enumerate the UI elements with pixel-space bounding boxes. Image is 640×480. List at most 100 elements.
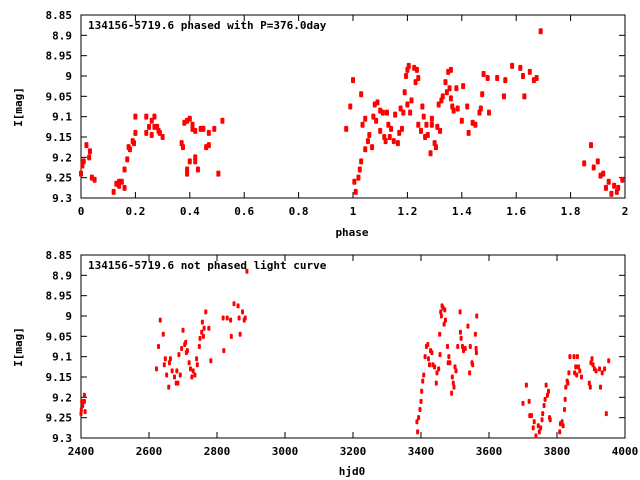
data-point <box>187 158 192 165</box>
data-point <box>521 73 525 79</box>
data-point <box>132 140 137 147</box>
plot-title: 134156-5719.6 phased with P=376.0day <box>88 19 327 32</box>
data-point <box>421 378 425 384</box>
y-tick-label: 9.25 <box>46 172 73 185</box>
data-point <box>459 335 463 341</box>
data-point <box>133 113 138 120</box>
y-tick-label: 9.1 <box>52 351 72 364</box>
data-point <box>207 325 211 331</box>
unphased-light-curve-plot: 134156-5719.6 not phased light curve hjd… <box>12 249 638 478</box>
data-point <box>433 364 437 370</box>
data-point <box>591 164 596 171</box>
data-point <box>351 77 355 84</box>
y-tick-label: 8.85 <box>46 9 73 22</box>
data-point <box>209 358 213 364</box>
data-point <box>446 344 450 349</box>
data-point <box>443 317 447 323</box>
data-point <box>429 115 434 122</box>
data-point <box>521 400 525 406</box>
data-point <box>468 344 472 349</box>
data-point <box>448 360 452 366</box>
data-point <box>594 368 598 374</box>
data-point <box>125 156 130 163</box>
data-point <box>195 362 199 368</box>
data-point <box>540 417 544 423</box>
plot-frame <box>80 254 626 439</box>
data-point <box>170 368 174 374</box>
data-point <box>374 117 379 124</box>
data-point <box>79 170 83 177</box>
data-point <box>238 331 242 337</box>
data-point <box>524 382 528 388</box>
data-point <box>389 125 394 132</box>
data-point <box>158 317 162 323</box>
data-point <box>122 166 127 173</box>
y-tick-label: 8.95 <box>46 290 73 303</box>
data-point <box>181 144 185 151</box>
data-point <box>152 113 157 120</box>
data-point <box>81 158 86 165</box>
data-point <box>419 127 423 134</box>
data-point <box>473 331 477 337</box>
data-point <box>82 398 86 404</box>
data-point <box>609 190 614 197</box>
data-point <box>620 176 625 183</box>
data-point <box>545 392 549 398</box>
data-point <box>160 134 165 140</box>
data-point <box>438 352 442 358</box>
data-point <box>579 374 583 380</box>
data-point <box>443 307 447 313</box>
data-point <box>200 319 204 325</box>
data-point <box>510 62 515 69</box>
data-point <box>176 380 180 386</box>
data-point <box>408 109 413 116</box>
data-point <box>425 131 430 138</box>
data-point <box>357 166 362 173</box>
data-point <box>578 368 582 374</box>
y-tick-label: 9.3 <box>52 432 72 445</box>
data-point <box>245 268 249 274</box>
x-tick-label: 1.4 <box>452 205 472 218</box>
data-point <box>474 350 478 356</box>
data-point <box>165 372 169 378</box>
data-point <box>423 354 427 360</box>
data-point <box>417 415 421 421</box>
data-point <box>393 111 398 118</box>
data-point <box>237 315 241 321</box>
data-point <box>575 372 579 378</box>
data-point <box>419 398 423 404</box>
data-point <box>190 121 195 128</box>
data-point <box>133 129 138 136</box>
y-tick-label: 8.85 <box>46 249 73 262</box>
data-point <box>185 170 190 177</box>
data-point <box>598 366 601 372</box>
y-tick-label: 8.95 <box>46 50 73 63</box>
y-tick-label: 9.15 <box>46 371 73 384</box>
data-point <box>522 93 527 100</box>
data-point <box>612 182 617 189</box>
data-point <box>438 127 443 134</box>
data-point <box>471 362 475 368</box>
data-point <box>544 382 548 388</box>
y-tick-label: 9.05 <box>46 330 73 343</box>
data-point <box>401 109 406 116</box>
x-tick-label: 3000 <box>272 445 299 458</box>
data-point <box>439 313 443 319</box>
data-point <box>348 103 353 110</box>
data-point <box>495 75 500 82</box>
data-point <box>375 99 380 106</box>
x-tick-label: 3800 <box>544 445 571 458</box>
data-point <box>383 138 388 145</box>
data-point <box>92 176 97 183</box>
data-point <box>601 170 606 177</box>
data-point <box>404 73 409 79</box>
data-point <box>193 372 197 378</box>
data-point <box>591 362 595 368</box>
data-point <box>606 178 611 185</box>
data-point <box>344 125 349 132</box>
data-point <box>481 70 486 77</box>
data-point <box>184 339 188 345</box>
y-tick-label: 9.2 <box>52 151 72 164</box>
data-point <box>420 388 424 394</box>
data-point <box>564 384 568 390</box>
